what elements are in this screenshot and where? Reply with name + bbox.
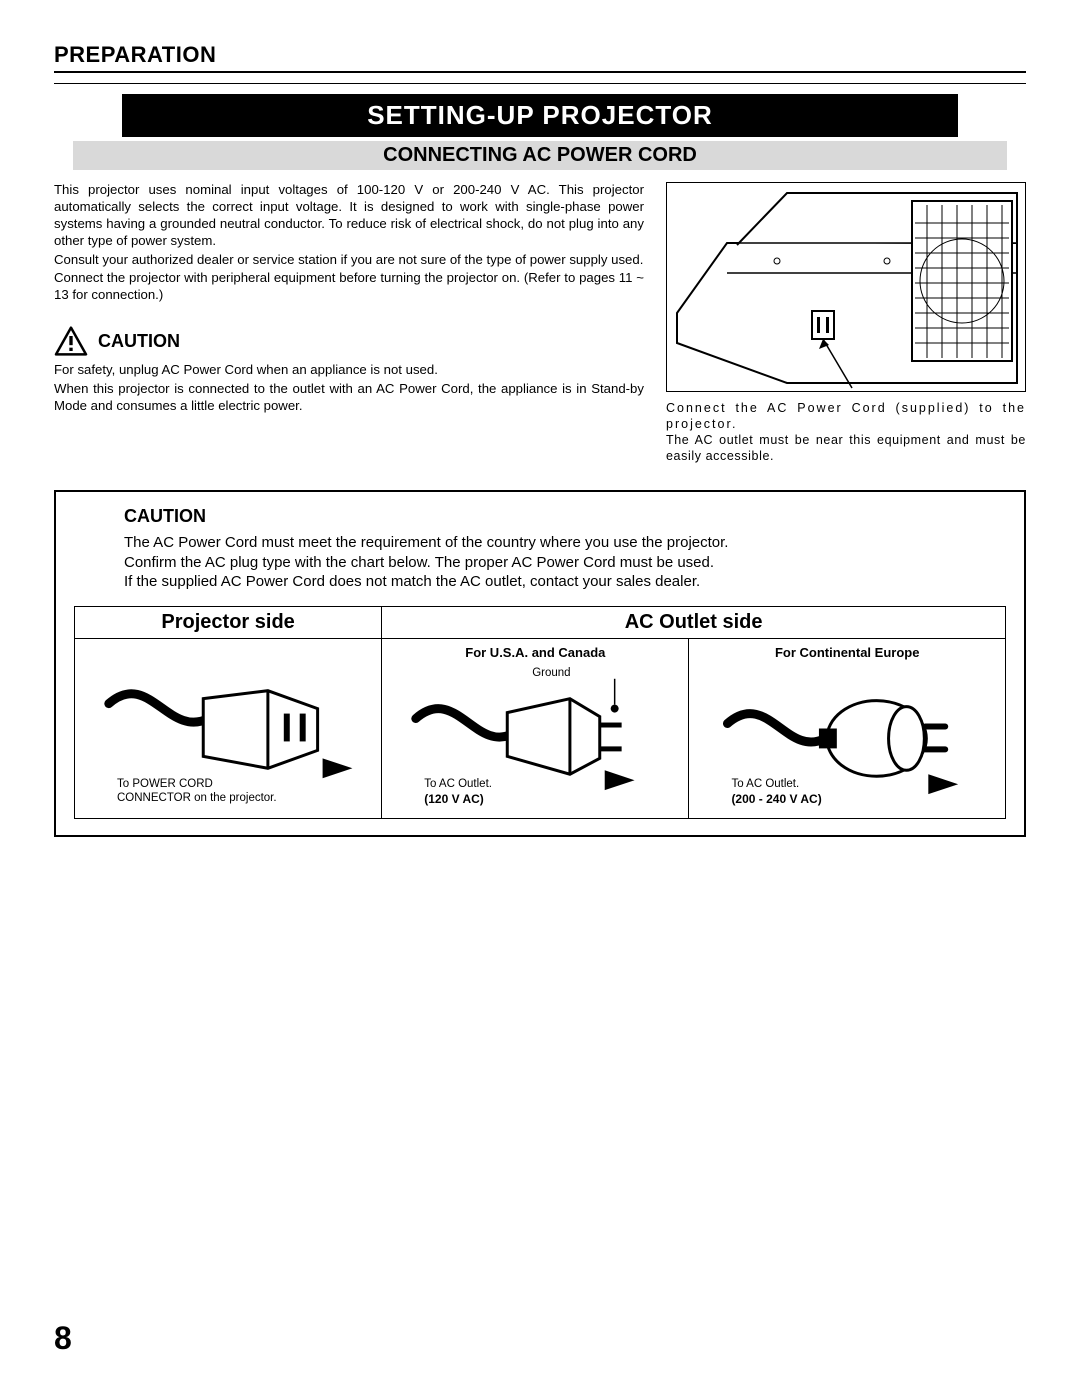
- caution-text: For safety, unplug AC Power Cord when an…: [54, 362, 644, 415]
- header-projector-side: Projector side: [75, 606, 382, 638]
- section-title: PREPARATION: [54, 42, 1026, 68]
- intro-p1: This projector uses nominal input voltag…: [54, 182, 644, 250]
- caution-box-l1: The AC Power Cord must meet the requirem…: [124, 534, 728, 551]
- caution-box-body: The AC Power Cord must meet the requirem…: [124, 533, 1006, 592]
- caution-box-l3: If the supplied AC Power Cord does not m…: [124, 573, 700, 590]
- caution-box-title: CAUTION: [124, 506, 1006, 527]
- warning-triangle-icon: [54, 326, 88, 356]
- projector-diagram-svg: [667, 183, 1026, 392]
- caption-p2: The AC outlet must be near this equipmen…: [666, 433, 1026, 463]
- plug-table: Projector side AC Outlet side: [74, 606, 1006, 819]
- cell-eu-plug: For Continental Europe: [689, 638, 1006, 818]
- caution-heading: CAUTION: [54, 326, 644, 356]
- caution-title: CAUTION: [98, 331, 180, 352]
- label-usa: For U.S.A. and Canada: [382, 645, 688, 660]
- page: PREPARATION SETTING-UP PROJECTOR CONNECT…: [0, 0, 1080, 1397]
- intro-text: This projector uses nominal input voltag…: [54, 182, 644, 304]
- label-eu: For Continental Europe: [689, 645, 1005, 660]
- projector-diagram: [666, 182, 1026, 392]
- label-120v: (120 V AC): [424, 792, 492, 806]
- header-ac-outlet-side: AC Outlet side: [382, 606, 1006, 638]
- intro-p3: Connect the projector with peripheral eq…: [54, 270, 644, 304]
- section-header: PREPARATION: [54, 42, 1026, 73]
- label-to-outlet-usa: To AC Outlet.: [424, 778, 492, 792]
- caution-box: CAUTION The AC Power Cord must meet the …: [54, 490, 1026, 837]
- right-column: Connect the AC Power Cord (supplied) to …: [666, 182, 1026, 464]
- caption-p1: Connect the AC Power Cord (supplied) to …: [666, 401, 1026, 431]
- label-to-outlet-eu: To AC Outlet.: [731, 778, 821, 792]
- caution-box-l2: Confirm the AC plug type with the chart …: [124, 554, 714, 571]
- cell-projector-plug: To POWER CORD CONNECTOR on the projector…: [75, 638, 382, 818]
- label-to-connector: To POWER CORD CONNECTOR on the projector…: [117, 778, 287, 806]
- main-banner: SETTING-UP PROJECTOR: [122, 94, 958, 137]
- caution-p2: When this projector is connected to the …: [54, 381, 644, 415]
- diagram-caption: Connect the AC Power Cord (supplied) to …: [666, 400, 1026, 464]
- intro-p2: Consult your authorized dealer or servic…: [54, 252, 644, 269]
- label-ground: Ground: [532, 667, 570, 681]
- left-column: This projector uses nominal input voltag…: [54, 182, 644, 464]
- caution-p1: For safety, unplug AC Power Cord when an…: [54, 362, 644, 379]
- cell-usa-plug: For U.S.A. and Canada: [382, 638, 689, 818]
- page-number: 8: [54, 1320, 72, 1357]
- label-200-240v: (200 - 240 V AC): [731, 792, 821, 806]
- two-column-section: This projector uses nominal input voltag…: [54, 182, 1026, 464]
- sub-banner: CONNECTING AC POWER CORD: [73, 141, 1006, 170]
